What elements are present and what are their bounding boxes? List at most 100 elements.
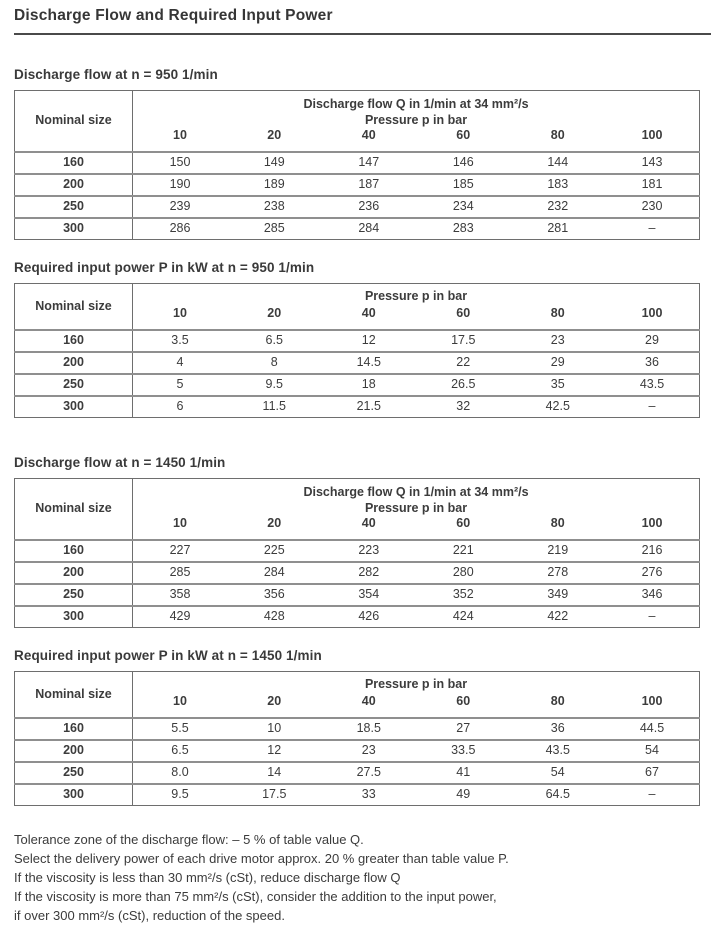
value-cell: 230 bbox=[641, 199, 663, 214]
table-row: 200 285 284 282 280 278 276 bbox=[14, 562, 700, 584]
value-cell: 422 bbox=[547, 609, 569, 624]
table-row: 160 5.5 10 18.5 27 36 44.5 bbox=[14, 718, 700, 740]
value-cell: 144 bbox=[547, 155, 569, 170]
table-header-row: Nominal size Discharge flow Q in 1/min a… bbox=[14, 478, 700, 540]
table-row: 300 429 428 426 424 422 – bbox=[14, 606, 700, 628]
value-cell: 49 bbox=[456, 787, 471, 802]
value-cell: 18.5 bbox=[356, 721, 381, 736]
nominal-size-cell: 200 bbox=[14, 352, 133, 374]
value-cell: 286 bbox=[169, 221, 191, 236]
note-line: if over 300 mm²/s (cSt), reduction of th… bbox=[14, 908, 285, 923]
table-header-row: Nominal size Discharge flow Q in 1/min a… bbox=[14, 90, 700, 152]
table-header-row: Nominal size Pressure p in bar bbox=[14, 283, 700, 330]
value-cell: 238 bbox=[263, 199, 285, 214]
nominal-size-cell: 160 bbox=[14, 330, 133, 352]
nominal-size-header: Nominal size bbox=[14, 283, 133, 330]
footnotes: Tolerance zone of the discharge flow: – … bbox=[14, 830, 711, 925]
pressure-group-header: Pressure p in bar bbox=[133, 284, 700, 307]
page-title: Discharge Flow and Required Input Power bbox=[14, 7, 711, 35]
value-cell: 18 bbox=[361, 377, 376, 392]
value-cell: 225 bbox=[263, 543, 285, 558]
value-cell: 33.5 bbox=[451, 743, 476, 758]
value-cell: 33 bbox=[361, 787, 376, 802]
value-cell: 27 bbox=[456, 721, 471, 736]
pressure-col-header: 20 bbox=[267, 694, 282, 708]
nominal-size-cell: 300 bbox=[14, 606, 133, 628]
value-cell: 32 bbox=[456, 399, 471, 414]
value-cell: – bbox=[648, 221, 656, 236]
value-cell: 42.5 bbox=[545, 399, 570, 414]
discharge-flow-1450-table: Nominal size Discharge flow Q in 1/min a… bbox=[14, 478, 700, 628]
value-cell: 185 bbox=[452, 177, 474, 192]
nominal-size-header: Nominal size bbox=[14, 478, 133, 540]
value-cell: 9.5 bbox=[171, 787, 189, 802]
discharge-flow-950-table: Nominal size Discharge flow Q in 1/min a… bbox=[14, 90, 700, 240]
table-row: 250 5 9.5 18 26.5 35 43.5 bbox=[14, 374, 700, 396]
nominal-size-cell: 300 bbox=[14, 218, 133, 240]
value-cell: 223 bbox=[358, 543, 380, 558]
value-cell: 12 bbox=[361, 333, 376, 348]
value-cell: 354 bbox=[358, 587, 380, 602]
value-cell: 54 bbox=[550, 765, 565, 780]
value-cell: 3.5 bbox=[171, 333, 189, 348]
pressure-group-header: Discharge flow Q in 1/min at 34 mm²/s Pr… bbox=[133, 479, 700, 517]
nominal-size-cell: 160 bbox=[14, 718, 133, 740]
value-cell: 41 bbox=[456, 765, 471, 780]
value-cell: 67 bbox=[645, 765, 659, 780]
value-cell: 284 bbox=[263, 565, 285, 580]
value-cell: 9.5 bbox=[265, 377, 283, 392]
group-header-line: Pressure p in bar bbox=[364, 501, 468, 515]
pressure-col-header: 100 bbox=[641, 516, 663, 530]
pressure-col-header: 40 bbox=[361, 694, 376, 708]
value-cell: 236 bbox=[358, 199, 380, 214]
pressure-col-header: 40 bbox=[361, 128, 376, 142]
table-row: 200 4 8 14.5 22 29 36 bbox=[14, 352, 700, 374]
nominal-size-cell: 160 bbox=[14, 152, 133, 174]
value-cell: – bbox=[648, 399, 656, 414]
value-cell: 282 bbox=[358, 565, 380, 580]
pressure-values-row: 10 20 40 60 80 100 bbox=[15, 516, 700, 540]
table-row: 250 8.0 14 27.5 41 54 67 bbox=[14, 762, 700, 784]
group-header-line: Pressure p in bar bbox=[364, 289, 468, 303]
value-cell: 8 bbox=[270, 355, 278, 370]
value-cell: 21.5 bbox=[356, 399, 381, 414]
value-cell: 36 bbox=[645, 355, 659, 370]
pressure-values-row: 10 20 40 60 80 100 bbox=[15, 128, 700, 152]
value-cell: 17.5 bbox=[262, 787, 287, 802]
value-cell: 349 bbox=[547, 587, 569, 602]
table-header-row: Nominal size Pressure p in bar bbox=[14, 671, 700, 718]
value-cell: 4 bbox=[176, 355, 184, 370]
nominal-size-cell: 300 bbox=[14, 784, 133, 806]
pressure-col-header: 60 bbox=[456, 516, 471, 530]
value-cell: 276 bbox=[641, 565, 663, 580]
value-cell: 26.5 bbox=[451, 377, 476, 392]
nominal-size-cell: 300 bbox=[14, 396, 133, 418]
note-line: If the viscosity is less than 30 mm²/s (… bbox=[14, 870, 401, 885]
section-discharge-flow-1450: Discharge flow at n = 1450 1/min Nominal… bbox=[14, 455, 711, 628]
table-row: 160 3.5 6.5 12 17.5 23 29 bbox=[14, 330, 700, 352]
input-power-1450-table: Nominal size Pressure p in bar 10 20 40 … bbox=[14, 671, 700, 806]
value-cell: 23 bbox=[361, 743, 376, 758]
value-cell: 8.0 bbox=[171, 765, 189, 780]
table-row: 300 6 11.5 21.5 32 42.5 – bbox=[14, 396, 700, 418]
value-cell: 426 bbox=[358, 609, 380, 624]
value-cell: 221 bbox=[452, 543, 474, 558]
value-cell: 352 bbox=[452, 587, 474, 602]
value-cell: 143 bbox=[641, 155, 663, 170]
value-cell: 44.5 bbox=[639, 721, 665, 736]
value-cell: 36 bbox=[550, 721, 565, 736]
table-row: 160 227 225 223 221 219 216 bbox=[14, 540, 700, 562]
value-cell: 149 bbox=[263, 155, 285, 170]
value-cell: 429 bbox=[169, 609, 191, 624]
value-cell: 216 bbox=[641, 543, 663, 558]
pressure-values-row: 10 20 40 60 80 100 bbox=[15, 306, 700, 330]
value-cell: 189 bbox=[263, 177, 285, 192]
pressure-col-header: 40 bbox=[361, 306, 376, 320]
pressure-values-row: 10 20 40 60 80 100 bbox=[15, 694, 700, 718]
pressure-col-header: 80 bbox=[550, 306, 565, 320]
value-cell: 234 bbox=[452, 199, 474, 214]
value-cell: 29 bbox=[645, 333, 659, 348]
value-cell: 22 bbox=[456, 355, 471, 370]
pressure-col-header: 60 bbox=[456, 694, 471, 708]
section-heading: Required input power P in kW at n = 950 … bbox=[14, 260, 315, 275]
